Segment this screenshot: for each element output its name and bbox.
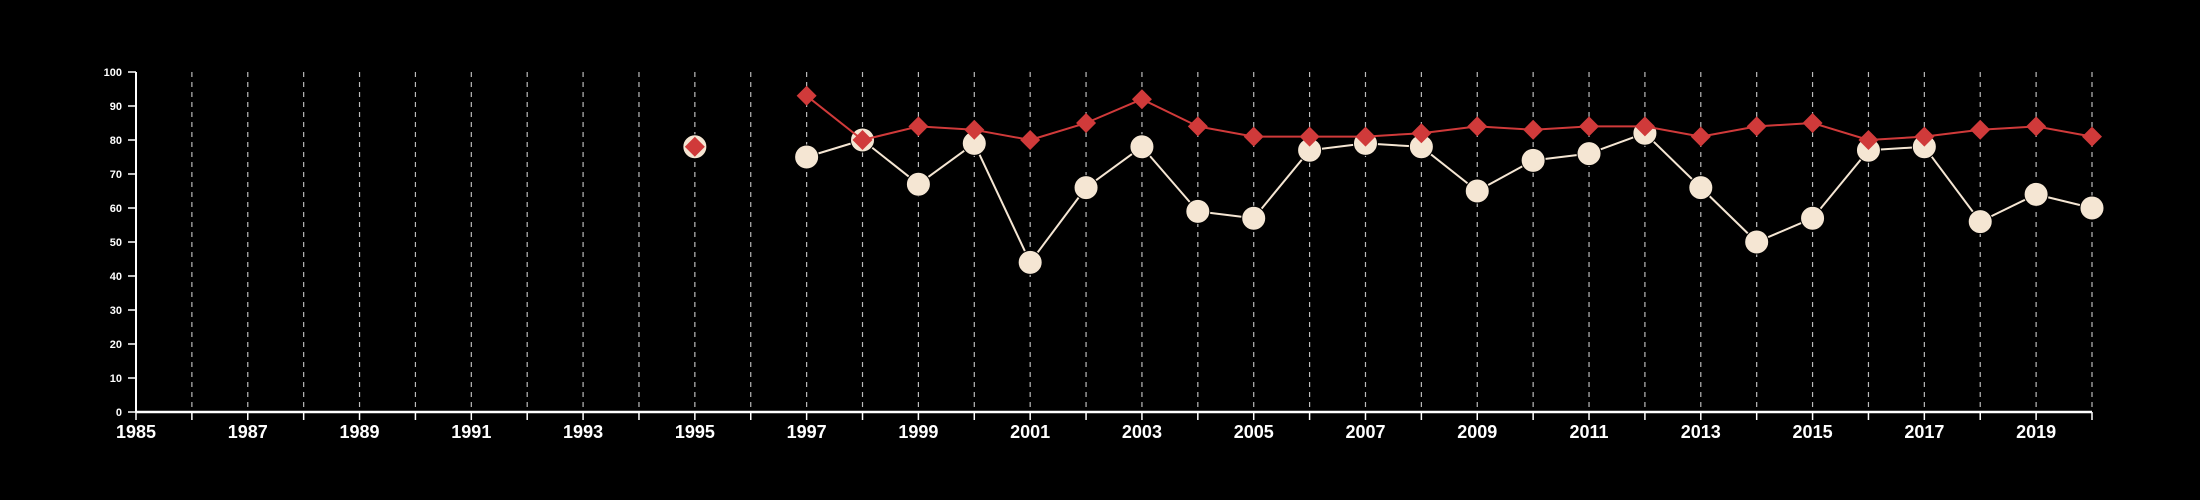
y-tick-label: 70 — [110, 169, 122, 181]
series-2-point — [1243, 126, 1264, 147]
x-tick-label: 1993 — [563, 422, 603, 442]
series-2-line-segment — [1812, 122, 1869, 141]
x-tick-label: 2013 — [1681, 422, 1721, 442]
series-2-line-segment — [1085, 98, 1143, 124]
x-tick-label: 2019 — [2016, 422, 2056, 442]
series-2-point — [1746, 116, 1767, 137]
y-tick-label: 80 — [110, 135, 122, 147]
series-2-line-segment — [2035, 125, 2093, 138]
series-1-line-segment — [1700, 186, 1758, 243]
x-tick-label: 2017 — [1904, 422, 1944, 442]
x-tick-label: 1985 — [116, 422, 156, 442]
vertical-gridlines — [191, 72, 2093, 412]
series-1-point — [1129, 134, 1155, 160]
series-2-point — [2026, 116, 2047, 137]
series-2-point — [1299, 126, 1320, 147]
x-tick-label: 1987 — [228, 422, 268, 442]
series-2-line-segment — [1197, 125, 1254, 138]
series-layer — [682, 85, 2105, 275]
y-tick-label: 0 — [116, 407, 122, 419]
series-2-point — [1467, 116, 1488, 137]
series-2-point — [1914, 126, 1935, 147]
x-tick-label: 1989 — [340, 422, 380, 442]
series-1-point — [1464, 178, 1490, 204]
series-2-point — [2082, 126, 2102, 147]
series-1-point — [1017, 249, 1043, 275]
series-1-line-segment — [1923, 146, 1982, 223]
series-2-point — [1020, 130, 1041, 150]
x-tick-label: 2015 — [1793, 422, 1833, 442]
x-tick-label: 2007 — [1345, 422, 1385, 442]
x-tick-label: 1999 — [898, 422, 938, 442]
series-2-point — [1131, 89, 1152, 110]
x-tick-label: 2009 — [1457, 422, 1497, 442]
x-tick-label: 1991 — [451, 422, 491, 442]
series-2-point — [1970, 119, 1991, 140]
y-tick-label: 100 — [104, 67, 122, 79]
series-2-line-segment — [1029, 122, 1087, 141]
series-1-point — [1967, 209, 1993, 235]
series-1-point — [2079, 195, 2105, 221]
series-1-line-segment — [1644, 132, 1702, 189]
series-2-point — [1411, 123, 1432, 144]
series-1-point — [1241, 205, 1267, 231]
series-1-point — [1576, 141, 1602, 167]
series-2-point — [1187, 116, 1208, 137]
series-2-point — [908, 116, 929, 137]
series-2-point — [796, 85, 817, 106]
series-1-line-segment — [1029, 187, 1087, 263]
x-tick-label: 2011 — [1569, 422, 1608, 442]
x-tick-label: 2001 — [1010, 422, 1050, 442]
y-tick-label: 60 — [110, 203, 122, 215]
y-tick-label: 10 — [110, 373, 122, 385]
series-2-line-segment — [806, 95, 864, 141]
series-2-line-segment — [1700, 125, 1757, 138]
series-1-point — [1520, 147, 1546, 173]
series-2-line-segment — [974, 128, 1031, 141]
series-2-point — [964, 119, 985, 140]
y-tick-label: 20 — [110, 339, 122, 351]
series-2-point — [1690, 126, 1711, 147]
series-1-line-segment — [973, 142, 1032, 263]
series-1-point — [1073, 175, 1099, 201]
y-tick-label: 50 — [110, 237, 122, 249]
series-2-point — [1802, 113, 1823, 133]
x-tick-label: 1997 — [787, 422, 827, 442]
x-tick-label: 2003 — [1122, 422, 1162, 442]
series-1-point — [1185, 198, 1211, 224]
series-2-point — [684, 136, 705, 157]
series-2-line-segment — [1924, 128, 1981, 138]
series-2-point — [1858, 130, 1879, 150]
x-tick-label: 1995 — [675, 422, 715, 442]
y-tick-label: 40 — [110, 271, 122, 283]
series-2-line-segment — [1644, 125, 1701, 138]
series-2-line-segment — [1141, 98, 1199, 128]
series-1-point — [1800, 205, 1826, 231]
series-1-line-segment — [1141, 146, 1199, 213]
series-1-point — [905, 171, 931, 197]
series-1-point — [2023, 181, 2049, 207]
series-2-point — [852, 130, 873, 150]
x-tick-label: 2005 — [1234, 422, 1274, 442]
series-1-point — [1744, 229, 1770, 255]
series-1-line-segment — [1252, 149, 1311, 219]
y-tick-label: 30 — [110, 305, 122, 317]
series-2-point — [1634, 116, 1655, 137]
series-2-line-segment — [1421, 125, 1478, 135]
y-tick-label: 90 — [110, 101, 122, 113]
series-1-point — [794, 144, 820, 170]
series-2-point — [1523, 119, 1544, 140]
series-1-line-segment — [1811, 149, 1870, 219]
series-2-point — [1355, 126, 1376, 147]
axes: 0 10 20 30 40 50 60 70 80 90 100 1985 1987 1989 1991 19… — [104, 67, 2093, 442]
series-1-point — [1688, 175, 1714, 201]
series-2-point — [1579, 116, 1600, 137]
series-2-line-segment — [862, 125, 919, 141]
series-2-point — [1076, 113, 1097, 133]
